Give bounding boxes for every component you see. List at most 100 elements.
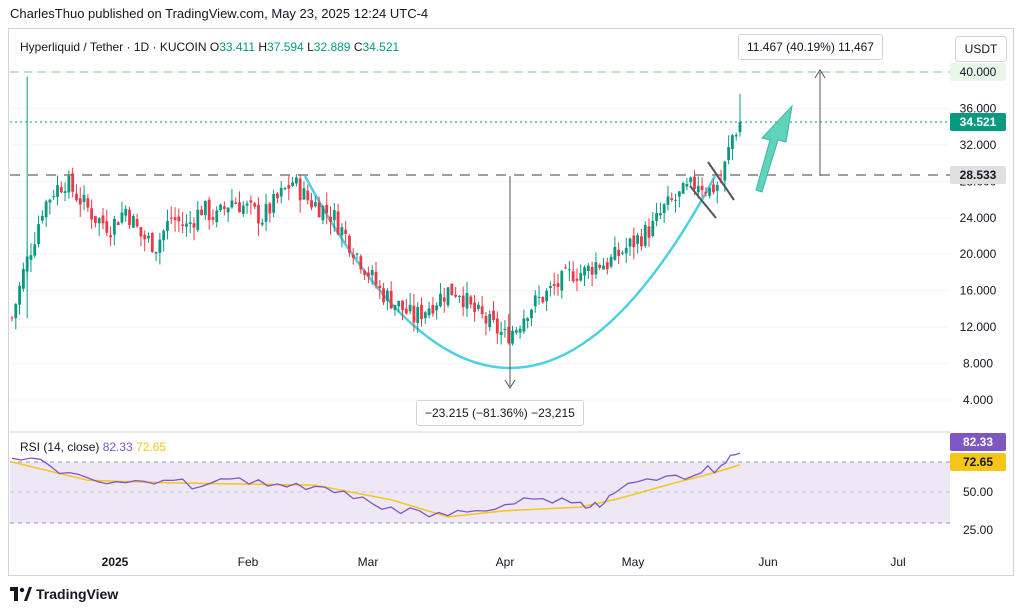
candle-body [609, 256, 613, 267]
candle-body [18, 285, 21, 305]
candle-body [696, 186, 700, 193]
rsi-legend-value: 82.33 [102, 440, 133, 454]
candle-body [124, 208, 128, 216]
candle-body [549, 286, 552, 288]
open-label: O [209, 40, 220, 54]
rsi-name: RSI (14, close) [20, 440, 100, 454]
measure-down-label: −23.215 (−81.36%) −23,215 [416, 400, 584, 426]
candle-body [147, 235, 150, 239]
candle-body [708, 187, 712, 196]
candle-body [624, 247, 628, 254]
candle-body [253, 203, 257, 207]
candle-body [90, 208, 94, 220]
candle-body [351, 254, 355, 258]
candle-body [503, 328, 507, 331]
candle-body [442, 297, 446, 302]
candle-body [594, 262, 598, 275]
symbol-name: Hyperliquid / Tether · 1D · KUCOIN [20, 40, 207, 54]
candle-body [712, 184, 715, 193]
candle-body [37, 224, 40, 244]
time-tick-label: May [622, 555, 645, 569]
candle-body [154, 251, 158, 254]
candle-body [605, 262, 609, 270]
candle-body [416, 306, 420, 323]
candle-body [94, 216, 97, 223]
candle-body [378, 285, 382, 289]
rsi-tick-25: 25.00 [963, 523, 993, 537]
candle-body [219, 204, 222, 211]
candle-body [662, 204, 666, 214]
top-level-badge [950, 63, 1006, 81]
candle-body [21, 269, 25, 289]
price-tick-label: 4.000 [963, 393, 993, 407]
candle-body [321, 206, 325, 221]
candle-body [526, 318, 530, 321]
candle-body [200, 209, 203, 216]
candle-body [139, 227, 143, 237]
candle-body [188, 222, 192, 224]
candle-body [374, 271, 378, 286]
price-tick-label: 12.000 [960, 320, 997, 334]
candle-body [257, 204, 260, 224]
candle-body [302, 188, 306, 200]
candle-body [382, 288, 385, 303]
candle-body [44, 201, 48, 218]
candle-body [617, 249, 621, 256]
rsi-ma-label: 72.65 [963, 455, 993, 469]
candle-body [704, 191, 708, 194]
candle-body [454, 294, 458, 297]
candle-body [234, 202, 238, 204]
candle-body [279, 187, 283, 197]
candle-body [473, 302, 476, 312]
price-axis: 36.00032.00028.00024.00020.00016.00012.0… [960, 101, 997, 407]
candle-body [647, 226, 651, 238]
footer-brand[interactable]: TradingView [10, 586, 118, 602]
candle-body [507, 326, 511, 344]
candle-body [97, 218, 101, 224]
candle-body [169, 217, 173, 219]
candle-body [439, 293, 442, 307]
candle-body [359, 256, 363, 270]
low-value: 32.889 [313, 40, 351, 54]
candle-body [564, 267, 567, 269]
candle-body [59, 187, 63, 193]
candle-body [420, 304, 423, 320]
candle-body [276, 193, 279, 199]
rsi-value-badge [950, 433, 1006, 451]
candle-body [238, 202, 241, 213]
candle-body [408, 304, 412, 312]
currency-button[interactable]: USDT [955, 36, 1007, 62]
candle-body [397, 300, 401, 307]
candle-body [370, 269, 374, 276]
candle-body [465, 292, 469, 309]
candle-body [731, 135, 734, 150]
rsi-ma-line [11, 461, 741, 518]
candle-body [283, 188, 287, 190]
candle-body [677, 191, 681, 197]
candle-body [135, 218, 139, 227]
candle-body [162, 230, 166, 241]
candle-body [476, 304, 480, 309]
time-axis: 2025 Feb Mar Apr May Jun Jul [102, 555, 906, 569]
candle-body [56, 185, 59, 197]
measure-down-arrowhead [504, 379, 516, 389]
candle-body [628, 238, 632, 247]
candle-body [158, 239, 162, 253]
time-tick-label: Apr [496, 555, 515, 569]
candle-body [670, 198, 674, 200]
candle-body [693, 176, 696, 189]
candle-body [29, 255, 33, 260]
candle-body [71, 173, 75, 192]
candle-body [458, 296, 461, 298]
candle-body [423, 312, 427, 319]
time-tick-label: Mar [358, 555, 379, 569]
price-tick-label: 8.000 [963, 357, 993, 371]
candle-body [367, 272, 370, 277]
candle-body [556, 283, 560, 287]
candle-body [640, 236, 643, 247]
candle-body [621, 252, 624, 254]
candles [10, 76, 742, 346]
candle-body [727, 147, 731, 160]
candle-body [495, 318, 499, 334]
